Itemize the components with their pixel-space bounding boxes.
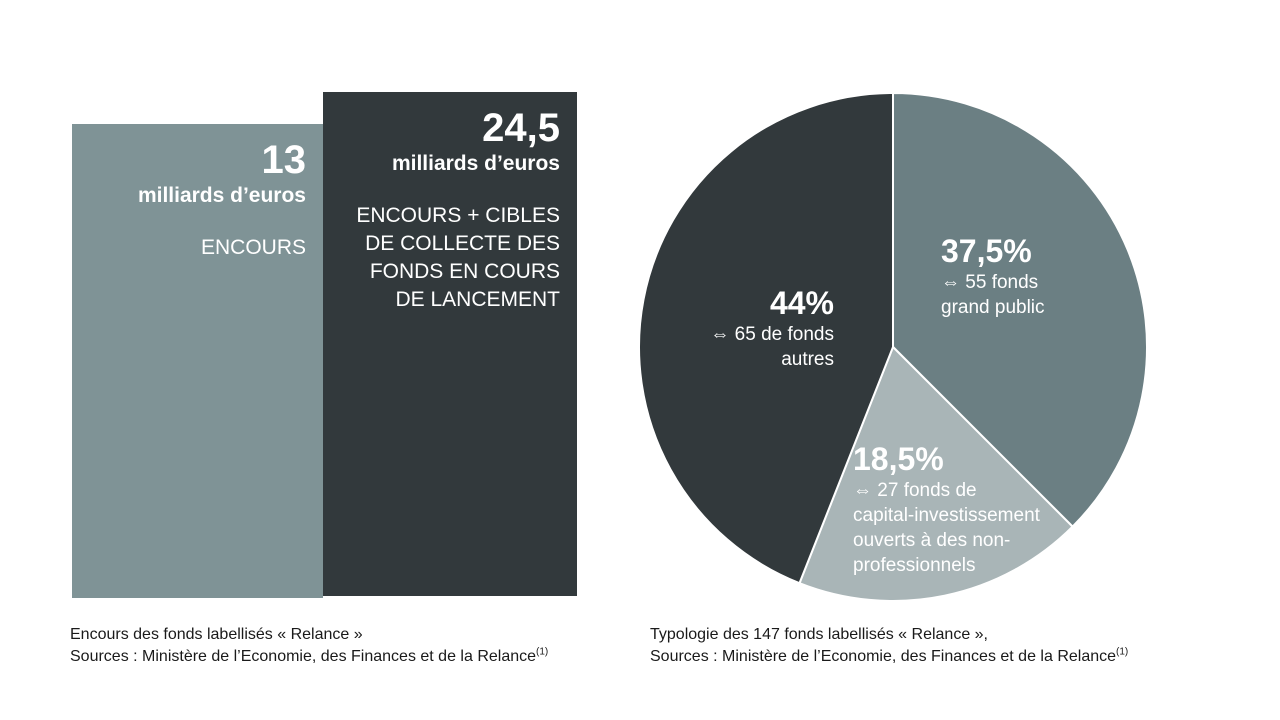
slice-label-autres: 44% ⇔ 65 de fonds autres — [710, 284, 834, 372]
bar-value-label: 13 — [261, 138, 307, 182]
bar-encours-cibles: 24,5 milliards d’euros ENCOURS + CIBLES … — [323, 92, 577, 596]
bar-unit-label: milliards d’euros — [137, 184, 306, 207]
slice-description: ⇔ 27 fonds de capital-investissement ouv… — [853, 480, 1040, 576]
slice-percent: 18,5% — [853, 441, 944, 477]
pie-slice-capital-investissement — [798, 345, 1075, 602]
bar-value-label: 24,5 — [482, 106, 560, 150]
slice-percent: 37,5% — [941, 233, 1032, 269]
slice-description: ⇔ 65 de fonds autres — [710, 324, 834, 370]
slice-percent: 44% — [769, 285, 834, 321]
slice-label-capital-investissement: 18,5% ⇔ 27 fonds de capital-investisseme… — [853, 440, 1040, 578]
bar-caption-source: Sources : Ministère de l’Economie, des F… — [70, 646, 548, 668]
pie-caption-footnote: (1) — [1116, 646, 1129, 658]
bar-caption-source-text: Sources : Ministère de l’Economie, des F… — [70, 648, 537, 665]
slice-label-grand-public: 37,5% ⇔ 55 fonds grand public — [941, 232, 1045, 320]
bar-chart-caption: Encours des fonds labellisés « Relance »… — [70, 624, 548, 668]
bar-unit-label: milliards d’euros — [391, 152, 560, 175]
bar-caption-title: Encours des fonds labellisés « Relance » — [70, 626, 363, 643]
pie-caption-source-text: Sources : Ministère de l’Economie, des F… — [650, 648, 1117, 665]
pie-chart-caption: Typologie des 147 fonds labellisés « Rel… — [650, 624, 1128, 668]
pie-caption-title: Typologie des 147 fonds labellisés « Rel… — [650, 626, 988, 643]
bar-caption-footnote: (1) — [536, 646, 549, 658]
pie-caption-source: Sources : Ministère de l’Economie, des F… — [650, 646, 1128, 668]
pie-slice-autres — [638, 91, 894, 585]
bar-encours: 13 milliards d’euros ENCOURS — [72, 124, 323, 598]
bar-category-label: ENCOURS + CIBLES DE COLLECTE DES FONDS E… — [356, 204, 560, 311]
bar-category-label: ENCOURS — [200, 236, 306, 259]
pie-slice-grand-public — [892, 91, 1148, 529]
pie-chart — [638, 91, 1148, 602]
slice-description: ⇔ 55 fonds grand public — [941, 272, 1045, 318]
